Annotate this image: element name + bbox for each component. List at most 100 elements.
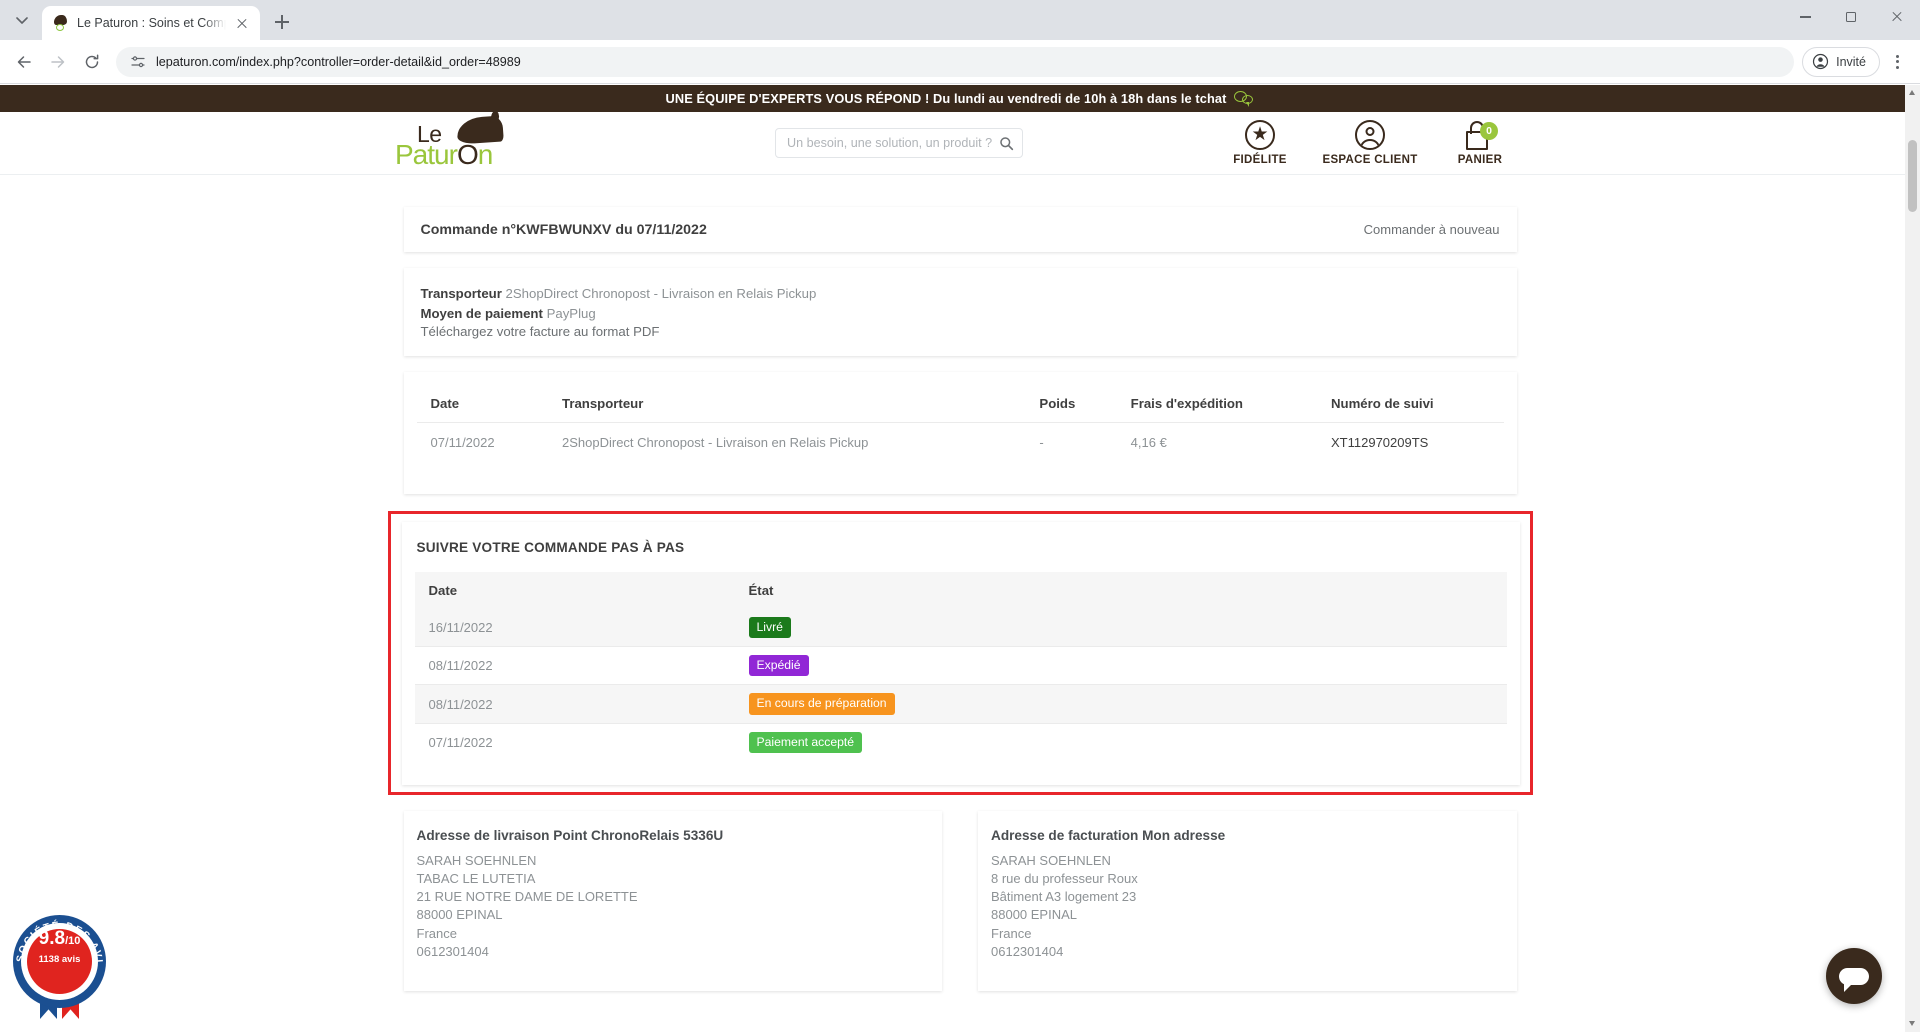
- url-text: lepaturon.com/index.php?controller=order…: [156, 54, 521, 69]
- cell-carrier: 2ShopDirect Chronopost - Livraison en Re…: [562, 435, 869, 450]
- search-icon[interactable]: [999, 136, 1014, 151]
- nav-label-espace-client: ESPACE CLIENT: [1322, 154, 1418, 166]
- profile-icon: [1813, 53, 1829, 70]
- reorder-link[interactable]: Commander à nouveau: [1363, 222, 1500, 237]
- col-tracking: Numéro de suivi: [1317, 385, 1504, 423]
- menu-icon[interactable]: [1882, 47, 1912, 77]
- cell-fee: 4,16 €: [1130, 435, 1167, 450]
- col-track-state: État: [734, 572, 1507, 609]
- search-input[interactable]: [787, 136, 999, 150]
- address-line: TABAC LE LUTETIA: [416, 871, 536, 887]
- chat-fab-button[interactable]: [1826, 948, 1882, 1004]
- minimize-button[interactable]: [1782, 0, 1828, 34]
- carrier-line: Transporteur 2ShopDirect Chronopost - Li…: [421, 284, 1500, 304]
- tab-search-button[interactable]: [4, 3, 40, 37]
- scroll-down-arrow[interactable]: [1905, 1016, 1920, 1032]
- tracking-table: Date État 16/11/2022 Livré 08/11/2022 Ex…: [414, 572, 1507, 761]
- close-icon[interactable]: [234, 15, 250, 31]
- tracking-header-row: Date État: [414, 572, 1507, 609]
- table-row: 07/11/2022 2ShopDirect Chronopost - Livr…: [417, 423, 1504, 463]
- shopping-bag-icon: 0: [1425, 118, 1535, 152]
- status-badge: Paiement accepté: [748, 731, 863, 753]
- table-row: 16/11/2022 Livré: [414, 609, 1507, 648]
- search-box[interactable]: [775, 128, 1023, 158]
- avis-score-circle: 9.8/10 1138 avis: [27, 929, 92, 994]
- address-bar[interactable]: lepaturon.com/index.php?controller=order…: [116, 46, 1795, 77]
- tracking-card: SUIVRE VOTRE COMMANDE PAS À PAS Date Éta…: [401, 522, 1520, 785]
- header-nav-icons: ★ FIDÉLITE ESPACE CLIENT 0 PANIER: [1205, 118, 1535, 166]
- close-window-button[interactable]: [1874, 0, 1920, 34]
- maximize-button[interactable]: [1828, 0, 1874, 34]
- forward-icon[interactable]: [42, 46, 74, 78]
- billing-address-title: Adresse de facturation Mon adresse: [991, 827, 1226, 843]
- invoice-pdf-link[interactable]: Téléchargez votre facture au format PDF: [420, 324, 660, 339]
- carrier-label: Transporteur: [420, 286, 502, 301]
- site-header: Le PaturOn ★ FIDÉLITE ESPACE CLIENT: [0, 112, 1920, 175]
- nav-item-espace-client[interactable]: ESPACE CLIENT: [1315, 118, 1425, 166]
- tracking-heading: SUIVRE VOTRE COMMANDE PAS À PAS: [416, 540, 685, 555]
- status-badge: Expédié: [748, 655, 809, 677]
- payment-value: PayPlug: [546, 305, 596, 321]
- payment-label: Moyen de paiement: [420, 305, 543, 321]
- cell-track-date: 08/11/2022: [414, 646, 735, 686]
- table-row: 08/11/2022 En cours de préparation: [414, 684, 1507, 724]
- billing-address-card: Adresse de facturation Mon adresse SARAH…: [978, 810, 1517, 992]
- logo-word-paturon: PaturOn: [395, 139, 493, 170]
- chat-bubbles-icon[interactable]: [1234, 90, 1254, 107]
- site-settings-icon: [131, 55, 145, 67]
- table-header-row: Date Transporteur Poids Frais d'expéditi…: [416, 385, 1504, 423]
- address-line: 88000 EPINAL: [416, 907, 503, 923]
- browser-tab[interactable]: Le Paturon : Soins et Complém: [42, 6, 260, 40]
- table-row: 07/11/2022 Paiement accepté: [415, 723, 1507, 761]
- address-line: SARAH SOEHNLEN: [416, 852, 537, 868]
- site-logo[interactable]: Le PaturOn: [395, 115, 530, 171]
- delivery-address-card: Adresse de livraison Point ChronoRelais …: [403, 810, 942, 992]
- vertical-scrollbar[interactable]: [1905, 85, 1920, 1032]
- addresses-row: Adresse de livraison Point ChronoRelais …: [403, 810, 1517, 992]
- nav-item-fidelite[interactable]: ★ FIDÉLITE: [1205, 118, 1315, 166]
- payment-line: Moyen de paiement PayPlug: [421, 304, 1500, 324]
- cell-track-date: 07/11/2022: [428, 734, 493, 750]
- cell-track-date: 16/11/2022: [414, 609, 735, 648]
- cell-tracking[interactable]: XT112970209TS: [1331, 435, 1429, 450]
- scroll-up-arrow[interactable]: [1905, 85, 1920, 101]
- logo-word-le: Le: [417, 121, 442, 147]
- cell-track-date: 08/11/2022: [414, 684, 735, 724]
- address-line: 0612301404: [991, 943, 1064, 959]
- search-wrapper: [775, 128, 1023, 158]
- address-line: Bâtiment A3 logement 23: [991, 889, 1137, 905]
- promo-banner-text: UNE ÉQUIPE D'EXPERTS VOUS RÉPOND ! Du lu…: [665, 91, 1227, 106]
- order-title: Commande n°KWFBWUNXV du 07/11/2022: [420, 221, 707, 238]
- user-circle-icon: [1315, 118, 1425, 152]
- shipments-card: Date Transporteur Poids Frais d'expéditi…: [403, 372, 1517, 494]
- profile-label: Invité: [1836, 54, 1866, 69]
- new-tab-button[interactable]: [268, 8, 296, 36]
- col-carrier: Transporteur: [548, 385, 1026, 423]
- delivery-address-title: Adresse de livraison Point ChronoRelais …: [416, 827, 724, 843]
- cart-badge: 0: [1480, 122, 1498, 140]
- shipments-table: Date Transporteur Poids Frais d'expéditi…: [416, 385, 1504, 463]
- order-header-card: Commande n°KWFBWUNXV du 07/11/2022 Comma…: [403, 207, 1517, 252]
- nav-item-panier[interactable]: 0 PANIER: [1425, 118, 1535, 166]
- window-controls: [1782, 0, 1920, 34]
- back-icon[interactable]: [8, 46, 40, 78]
- address-line: France: [991, 925, 1032, 941]
- profile-button[interactable]: Invité: [1802, 46, 1880, 77]
- cell-date: 07/11/2022: [430, 435, 495, 450]
- avis-count: 1138 avis: [38, 954, 81, 965]
- avis-garantis-badge[interactable]: SOCIÉTÉ DES AVIS GARANTIS 9.8/10 1138 av…: [7, 915, 115, 1020]
- favicon-icon: [52, 14, 69, 32]
- reload-icon[interactable]: [76, 46, 108, 78]
- col-fee: Frais d'expédition: [1116, 385, 1317, 423]
- nav-label-fidelite: FIDÉLITE: [1233, 154, 1287, 166]
- status-badge: Livré: [748, 617, 791, 639]
- table-row: 08/11/2022 Expédié: [414, 646, 1507, 686]
- order-info-card: Transporteur 2ShopDirect Chronopost - Li…: [403, 268, 1517, 356]
- status-badge: En cours de préparation: [748, 693, 895, 715]
- address-line: 8 rue du professeur Roux: [991, 871, 1138, 887]
- order-detail-content: Commande n°KWFBWUNXV du 07/11/2022 Comma…: [0, 207, 1920, 992]
- scrollbar-thumb[interactable]: [1908, 140, 1917, 212]
- page-viewport: UNE ÉQUIPE D'EXPERTS VOUS RÉPOND ! Du lu…: [0, 85, 1920, 1032]
- cell-weight: -: [1039, 435, 1044, 450]
- chat-icon: [1839, 967, 1869, 992]
